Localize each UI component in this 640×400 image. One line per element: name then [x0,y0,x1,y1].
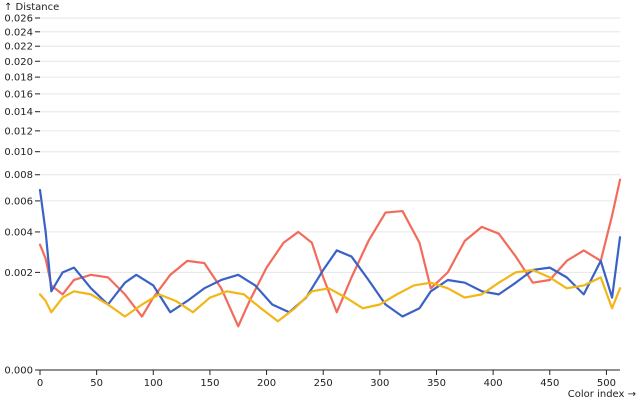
x-tick-label: 400 [484,378,503,389]
y-tick-label: 0.000 [4,366,33,377]
y-tick-label: 0.008 [4,170,33,181]
y-tick-label: 0.006 [4,196,33,207]
y-tick-label: 0.024 [4,27,33,38]
y-tick-label: 0.010 [4,147,33,158]
y-tick-label: 0.012 [4,126,33,137]
x-tick-label: 50 [90,378,103,389]
y-tick-label: 0.016 [4,89,33,100]
series-line-1 [38,178,622,328]
y-tick-label: 0.026 [4,14,33,25]
x-tick-label: 500 [597,378,616,389]
y-tick-label: 0.018 [4,73,33,84]
y-axis-ticks: 0.000 0.002 0.004 0.006 0.008 0.010 0.012 0.014… [4,14,40,377]
series-lines [38,178,622,328]
series-line-3 [38,268,622,323]
x-tick-label: 0 [37,378,43,389]
series-line-2 [38,188,622,318]
y-tick-label: 0.002 [4,268,33,279]
x-tick-label: 150 [200,378,219,389]
x-tick-label: 300 [370,378,389,389]
x-axis-title: Color index → [568,389,636,400]
y-axis-title: ↑ Distance [4,2,59,13]
x-tick-label: 200 [257,378,276,389]
y-tick-label: 0.022 [4,42,33,53]
y-tick-label: 0.014 [4,107,33,118]
x-axis-ticks: 0 50 100 150 200 250 300 350 400 450 500 [37,370,616,389]
x-tick-label: 250 [314,378,333,389]
grid-lines [40,17,620,273]
y-tick-label: 0.020 [4,57,33,68]
x-tick-label: 450 [540,378,559,389]
x-tick-label: 350 [427,378,446,389]
y-tick-label: 0.004 [4,227,33,238]
x-tick-label: 100 [144,378,163,389]
